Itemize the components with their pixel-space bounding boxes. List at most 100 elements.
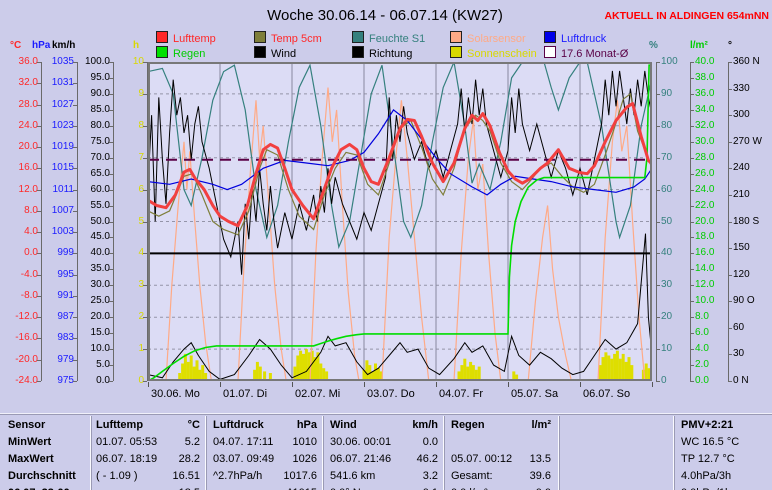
- legend-item-sonnenschein: Sonnenschein: [450, 46, 537, 60]
- axis-tick: [143, 62, 147, 63]
- axis-tick: [73, 274, 77, 276]
- axis-tick: [690, 301, 694, 303]
- axis-tick-label: -8.0: [20, 289, 38, 301]
- axis-tick-label: 65.0: [90, 167, 110, 179]
- legend-swatch-icon: [544, 31, 556, 43]
- x-axis-tick: [652, 382, 653, 387]
- axis-tick: [690, 221, 694, 223]
- legend-item-lufttemp: Lufttemp: [156, 31, 216, 45]
- axis-tick-label: 34.0: [695, 103, 715, 115]
- table-cell-detail: 0.0° N: [330, 487, 402, 490]
- axis-tick: [73, 62, 77, 63]
- table-cell-value: 3.2: [422, 470, 438, 482]
- axis-tick: [728, 274, 732, 276]
- station-status-note: AKTUELL IN ALDINGEN 654mNN: [604, 10, 769, 22]
- legend-swatch-icon: [254, 31, 266, 43]
- table-cell-detail: ^2.7hPa/h: [213, 470, 263, 482]
- axis-tick: [728, 381, 732, 382]
- table-row-label: 06.07. 23:00: [8, 487, 90, 490]
- axis-tick-label: 0 N: [733, 375, 749, 386]
- axis-tick: [690, 317, 694, 319]
- table-cell-detail: 04.07. 17:11: [213, 436, 274, 448]
- axis-tick-label: 240: [733, 162, 750, 174]
- x-axis-day-label: 02.07. Mi: [295, 388, 341, 400]
- table-cell-value: 16.51: [172, 470, 200, 482]
- axis-tick: [37, 381, 41, 382]
- axis-tick-label: 32.0: [18, 77, 38, 89]
- table-cell-value: 1026: [292, 453, 317, 465]
- axis-tick: [728, 88, 732, 90]
- axis-tick: [109, 333, 113, 335]
- table-cell-value: 46.2: [416, 453, 438, 465]
- legend-label: Temp 5cm: [271, 33, 322, 45]
- axis-tick-label: 4.0: [695, 343, 709, 355]
- plot-svg: [148, 62, 652, 381]
- axis-tick-label: 9: [138, 87, 144, 99]
- axis-tick: [109, 125, 113, 127]
- x-axis-day-label: 05.07. Sa: [511, 388, 559, 400]
- axis-tick: [143, 221, 147, 223]
- axis-tick-label: 1015: [51, 162, 74, 174]
- axis-tick: [73, 359, 77, 361]
- axis-tick-label: 0: [138, 375, 144, 386]
- axis-tick: [109, 365, 113, 367]
- axis-tick-label: 50: [661, 215, 673, 227]
- table-row-label: MaxWert: [8, 453, 54, 465]
- axis-tick: [37, 232, 41, 234]
- axis-tick-label: 90 O: [733, 295, 755, 307]
- axis-tick-label: 979: [57, 353, 74, 365]
- axis-tick-label: 95.0: [90, 71, 110, 83]
- legend-item-richtung: Richtung: [352, 46, 412, 60]
- axis-tick: [143, 285, 147, 287]
- table-cell-detail: 06.07. 21:46: [330, 453, 392, 465]
- axis-tick-label: 1003: [51, 226, 74, 238]
- axis-tick: [690, 109, 694, 111]
- x-axis-day-label: 04.07. Fr: [439, 388, 484, 400]
- legend-item-temp-5cm: Temp 5cm: [254, 31, 322, 45]
- table-header-pmv: PMV+2:21: [681, 419, 734, 431]
- axis-tick-label: 85.0: [90, 103, 110, 115]
- axis-tick: [109, 62, 113, 63]
- legend-label: Regen: [173, 48, 206, 60]
- axis-tick-label: 50.0: [90, 215, 110, 227]
- axis-tick-label: 6.0: [695, 327, 709, 339]
- axis-tick: [728, 194, 732, 196]
- axis-tick: [37, 317, 41, 319]
- axis-tick-label: 1: [138, 343, 144, 355]
- axis-unit-h: h: [133, 40, 140, 51]
- axis-tick: [690, 349, 694, 351]
- axis-tick-label: 991: [57, 289, 74, 301]
- axis-unit-kmh: km/h: [52, 40, 76, 51]
- legend-label: Wind: [271, 48, 297, 60]
- table-column-divider: [443, 416, 444, 490]
- x-axis-tick: [580, 382, 581, 387]
- table-header-wind: Wind: [330, 419, 357, 431]
- axis-tick: [690, 173, 694, 175]
- table-header-regen: Regen: [451, 419, 485, 431]
- legend-label: Solarsensor: [467, 33, 526, 45]
- x-axis-tick: [220, 382, 221, 387]
- table-cell-value: 0.0: [507, 487, 551, 490]
- axis-tick: [656, 317, 660, 319]
- axis-tick: [109, 349, 113, 351]
- legend-swatch-icon: [352, 46, 364, 58]
- axis-tick: [37, 189, 41, 191]
- table-cell-value: 0.1: [394, 487, 438, 490]
- axis-tick: [37, 147, 41, 149]
- legend-item-feuchte-s1: Feuchte S1: [352, 31, 425, 45]
- axis-ruler-kmh: [113, 62, 114, 381]
- axis-tick-label: 80: [661, 119, 673, 131]
- axis-tick: [690, 189, 694, 191]
- axis-tick: [109, 269, 113, 271]
- axis-tick-label: 10: [132, 56, 144, 67]
- axis-tick: [690, 141, 694, 143]
- table-cell-pmv: 0.0hPa/1h: [681, 487, 767, 490]
- legend-label: Feuchte S1: [369, 33, 426, 45]
- axis-tick-label: 150: [733, 242, 750, 254]
- axis-tick: [73, 83, 77, 85]
- axis-tick: [73, 147, 77, 149]
- axis-tick: [143, 157, 147, 159]
- axis-tick: [690, 381, 694, 382]
- axis-tick-label: 0: [661, 375, 667, 386]
- x-axis-tick: [436, 382, 437, 387]
